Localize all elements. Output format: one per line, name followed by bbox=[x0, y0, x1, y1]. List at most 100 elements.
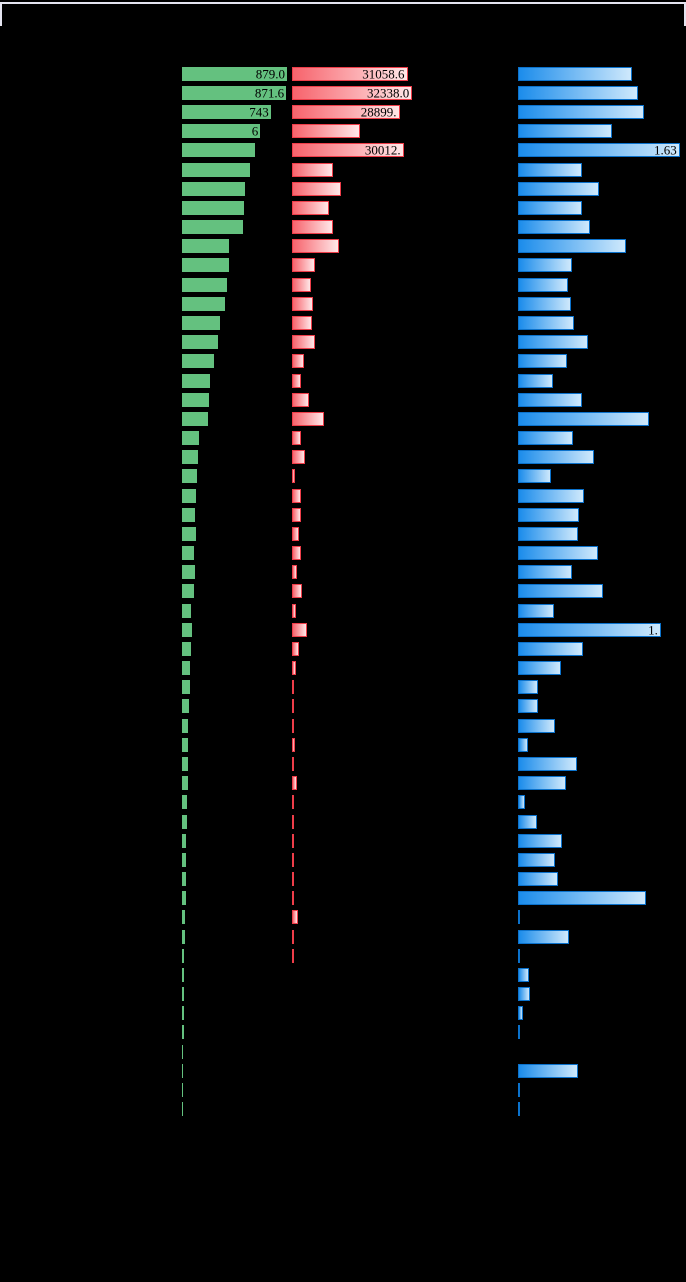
blue-bar bbox=[518, 929, 569, 944]
green-bar bbox=[182, 315, 221, 330]
red-bar bbox=[292, 776, 298, 791]
green-bar bbox=[182, 200, 245, 215]
green-bar bbox=[182, 488, 197, 503]
red-bar bbox=[292, 181, 342, 196]
bar-value-label: 871.6 bbox=[254, 85, 285, 101]
blue-bar: 1. bbox=[518, 622, 661, 638]
green-bar bbox=[182, 814, 187, 829]
red-bar bbox=[292, 431, 301, 446]
green-bar bbox=[182, 795, 187, 810]
blue-bar bbox=[518, 910, 520, 925]
red-bar bbox=[292, 584, 302, 599]
blue-bar bbox=[518, 431, 573, 446]
bar-value-label: 1.63 bbox=[653, 142, 677, 158]
red-bar bbox=[292, 757, 294, 771]
blue-bar bbox=[518, 967, 529, 982]
green-bar bbox=[182, 737, 188, 752]
bar-value-label: 6 bbox=[251, 123, 259, 139]
green-bar bbox=[182, 335, 218, 350]
green-bar bbox=[182, 757, 188, 771]
blue-bar bbox=[518, 392, 583, 407]
blue-bar bbox=[518, 891, 646, 906]
red-bar bbox=[292, 546, 301, 561]
green-bar bbox=[182, 1044, 184, 1059]
red-bar: 30012. bbox=[292, 143, 404, 158]
blue-bar bbox=[518, 603, 554, 618]
blue-bar bbox=[518, 526, 578, 541]
blue-bar bbox=[518, 162, 583, 177]
bar-value-label: 879.0 bbox=[255, 66, 285, 82]
red-bar bbox=[292, 872, 294, 887]
blue-bar bbox=[518, 718, 555, 733]
blue-bar bbox=[518, 987, 530, 1002]
red-bar bbox=[292, 852, 294, 867]
green-bar bbox=[182, 661, 190, 676]
red-bar bbox=[292, 469, 295, 484]
blue-bar bbox=[518, 546, 599, 561]
figure-border-right-stub bbox=[684, 2, 686, 26]
green-bar bbox=[182, 967, 185, 982]
blue-bar bbox=[518, 181, 600, 196]
green-bar bbox=[182, 181, 246, 196]
red-bar bbox=[292, 200, 329, 215]
green-bar bbox=[182, 776, 188, 791]
green-bar bbox=[182, 852, 187, 867]
red-bar bbox=[292, 488, 301, 503]
blue-bar bbox=[518, 469, 551, 484]
blue-bar bbox=[518, 872, 558, 887]
bar-value-label: 1. bbox=[648, 622, 658, 638]
blue-bar bbox=[518, 85, 639, 100]
green-bar bbox=[182, 143, 256, 158]
blue-bar bbox=[518, 680, 538, 695]
red-bar bbox=[292, 910, 298, 925]
red-bar: 31058.6 bbox=[292, 66, 408, 81]
blue-bar bbox=[518, 948, 520, 963]
red-bar bbox=[292, 795, 294, 810]
red-bar bbox=[292, 622, 308, 637]
red-bar bbox=[292, 641, 299, 656]
red-bar bbox=[292, 603, 297, 618]
red-bar bbox=[292, 833, 294, 848]
blue-bar bbox=[518, 296, 571, 311]
blue-bar bbox=[518, 795, 525, 810]
green-bar bbox=[182, 641, 191, 656]
red-bar: 32338.0 bbox=[292, 85, 413, 101]
green-bar bbox=[182, 162, 251, 177]
green-bar bbox=[182, 392, 209, 407]
blue-bar bbox=[518, 258, 572, 273]
red-bar bbox=[292, 737, 295, 752]
red-bar bbox=[292, 929, 294, 944]
green-bar bbox=[182, 1082, 183, 1097]
green-bar bbox=[182, 699, 189, 714]
blue-bar bbox=[518, 852, 555, 867]
blue-bar bbox=[518, 584, 604, 599]
blue-bar bbox=[518, 565, 572, 580]
bar-value-label: 32338.0 bbox=[367, 85, 410, 101]
blue-bar bbox=[518, 411, 649, 426]
green-bar bbox=[182, 277, 227, 292]
red-bar bbox=[292, 411, 324, 426]
red-bar bbox=[292, 891, 294, 906]
green-bar bbox=[182, 431, 199, 446]
red-bar bbox=[292, 296, 314, 311]
blue-bar bbox=[518, 200, 583, 215]
blue-bar bbox=[518, 239, 627, 254]
red-bar bbox=[292, 680, 294, 695]
green-bar: 871.6 bbox=[182, 85, 287, 101]
green-bar bbox=[182, 411, 209, 426]
blue-bar bbox=[518, 641, 584, 656]
blue-bar bbox=[518, 315, 574, 330]
red-bar bbox=[292, 315, 312, 330]
green-bar bbox=[182, 220, 243, 235]
red-bar bbox=[292, 335, 315, 350]
green-bar bbox=[182, 546, 194, 561]
green-bar bbox=[182, 1006, 185, 1021]
blue-bar bbox=[518, 66, 633, 81]
green-bar bbox=[182, 354, 214, 369]
blue-bar: 1.63 bbox=[518, 142, 680, 158]
blue-bar bbox=[518, 354, 567, 369]
red-bar bbox=[292, 661, 297, 676]
blue-bar bbox=[518, 699, 538, 714]
blue-bar bbox=[518, 450, 595, 465]
blue-bar bbox=[518, 1006, 523, 1021]
